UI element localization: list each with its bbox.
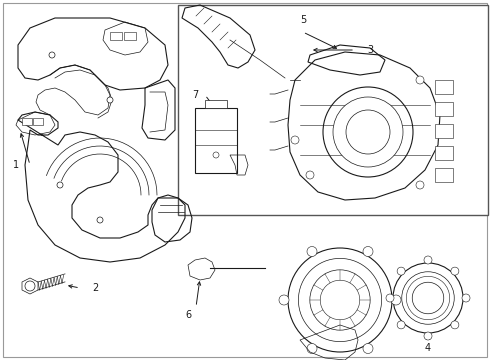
Circle shape	[107, 97, 113, 103]
Circle shape	[451, 267, 459, 275]
Circle shape	[397, 267, 405, 275]
Circle shape	[363, 247, 373, 257]
Circle shape	[291, 136, 299, 144]
Text: 1: 1	[13, 160, 19, 170]
Circle shape	[298, 258, 382, 342]
Circle shape	[279, 295, 289, 305]
Circle shape	[310, 270, 370, 330]
Circle shape	[412, 282, 444, 314]
Circle shape	[402, 272, 454, 324]
Bar	[178, 5, 488, 215]
Circle shape	[416, 76, 424, 84]
Circle shape	[386, 294, 394, 302]
Text: 5: 5	[300, 15, 306, 25]
Text: 6: 6	[185, 310, 191, 320]
Circle shape	[346, 110, 390, 154]
Circle shape	[288, 248, 392, 352]
Text: 3: 3	[367, 45, 373, 55]
Bar	[435, 102, 453, 116]
Circle shape	[462, 294, 470, 302]
Circle shape	[97, 217, 103, 223]
Circle shape	[25, 281, 35, 291]
Circle shape	[213, 152, 219, 158]
Bar	[33, 118, 43, 125]
Text: 4: 4	[425, 343, 431, 353]
Circle shape	[424, 332, 432, 340]
Circle shape	[306, 171, 314, 179]
Bar	[435, 146, 453, 160]
Bar	[205, 100, 227, 108]
Circle shape	[307, 247, 317, 257]
Circle shape	[416, 181, 424, 189]
Circle shape	[320, 280, 360, 320]
Bar	[195, 108, 237, 173]
Bar	[435, 124, 453, 138]
Bar	[22, 118, 32, 125]
Circle shape	[307, 343, 317, 354]
Circle shape	[57, 182, 63, 188]
Circle shape	[406, 276, 450, 320]
Bar	[435, 168, 453, 182]
Circle shape	[49, 52, 55, 58]
Circle shape	[391, 295, 401, 305]
Circle shape	[333, 97, 403, 167]
Circle shape	[451, 321, 459, 329]
Circle shape	[363, 343, 373, 354]
Bar	[110, 32, 122, 40]
Bar	[435, 80, 453, 94]
Circle shape	[323, 87, 413, 177]
Text: 7: 7	[192, 90, 198, 100]
Text: 2: 2	[92, 283, 98, 293]
Circle shape	[393, 263, 463, 333]
Circle shape	[397, 321, 405, 329]
Circle shape	[424, 256, 432, 264]
Bar	[124, 32, 136, 40]
